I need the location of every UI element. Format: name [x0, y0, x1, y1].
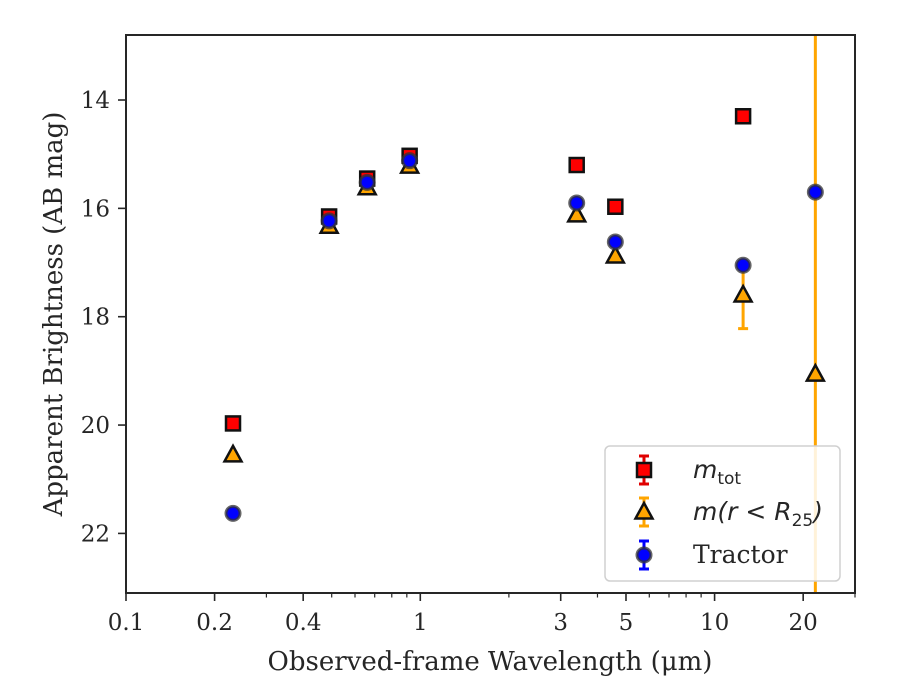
x-tick-label: 3 — [553, 610, 568, 636]
data-point — [401, 152, 419, 170]
legend-label-main: m — [693, 455, 717, 484]
series-0 — [224, 108, 752, 432]
data-point — [804, 362, 826, 382]
x-tick-label: 0.4 — [285, 610, 322, 636]
legend-marker — [633, 500, 655, 520]
data-point — [566, 203, 588, 223]
legend-label: mtot — [693, 455, 741, 489]
data-point — [568, 194, 586, 212]
y-tick-label: 20 — [81, 413, 110, 439]
x-tick-label: 0.2 — [196, 610, 233, 636]
data-point — [734, 256, 752, 274]
legend-marker — [635, 546, 653, 564]
legend: mtot m(r < R25) Tractor — [604, 445, 841, 582]
x-axis-label: Observed-frame Wavelength (μm) — [268, 647, 713, 677]
x-tick-label: 10 — [700, 610, 729, 636]
data-point — [224, 415, 242, 432]
plot-frame — [125, 34, 856, 594]
legend-label-main: m(r < R — [693, 497, 792, 526]
data-point — [732, 283, 754, 303]
data-point — [320, 212, 338, 230]
data-point — [604, 244, 626, 264]
y-axis-label: Apparent Brightness (AB mag) — [39, 112, 69, 518]
legend-marker — [635, 461, 653, 479]
legend-label-tail: ) — [811, 497, 823, 526]
data-point — [734, 108, 752, 125]
legend-box — [604, 445, 841, 582]
data-point — [606, 233, 624, 251]
legend-label-subscript: tot — [717, 469, 741, 489]
data-point — [358, 173, 376, 191]
legend-label: m(r < R25) — [693, 497, 823, 531]
y-tick-label: 14 — [81, 88, 110, 114]
y-tick-label: 22 — [81, 521, 110, 547]
y-tick-label: 18 — [81, 305, 110, 331]
data-point — [222, 443, 244, 463]
axis-ticks: 0.1 0.2 0.4 1 3 5 10 20 14 16 18 20 22 — [81, 88, 856, 636]
legend-label-subscript: 25 — [792, 511, 814, 531]
y-tick-label: 16 — [81, 196, 110, 222]
series-2 — [224, 152, 824, 522]
x-tick-label: 1 — [413, 610, 428, 636]
legend-label: Tractor — [693, 540, 788, 569]
data-point — [806, 183, 824, 201]
x-tick-label: 20 — [789, 610, 818, 636]
data-point — [607, 198, 624, 215]
data-point — [224, 504, 242, 522]
data-point — [568, 156, 585, 174]
x-tick-label: 5 — [619, 610, 634, 636]
x-tick-label: 0.1 — [108, 610, 145, 636]
